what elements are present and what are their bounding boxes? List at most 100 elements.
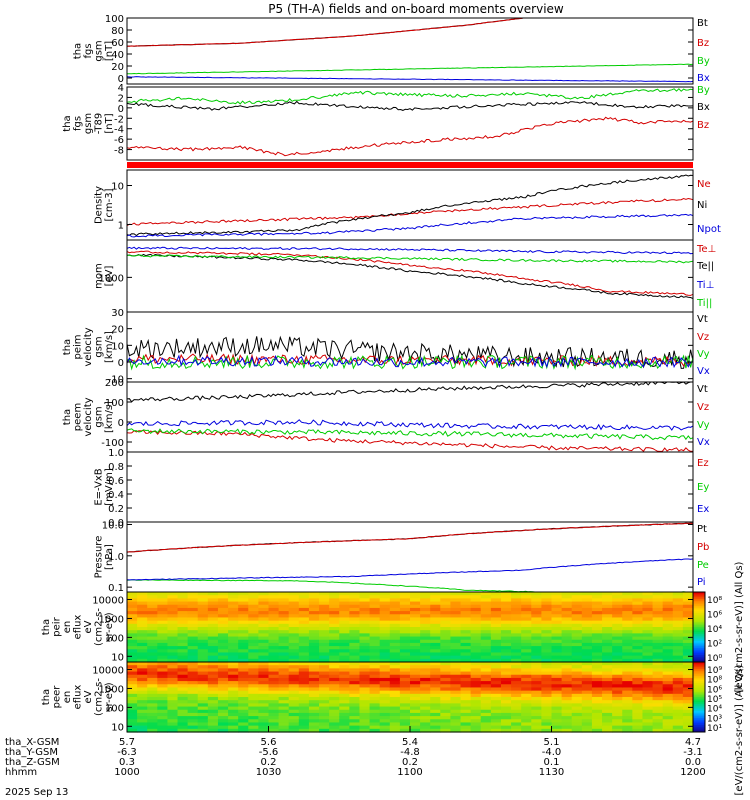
heatmap-cell [217, 630, 229, 634]
heatmap-cell [399, 706, 411, 711]
legend-entry: Ez [697, 458, 709, 469]
heatmap-cell [258, 598, 270, 603]
heatmap-cell [157, 614, 169, 619]
heatmap-cell [228, 655, 239, 660]
heatmap-cell [642, 706, 654, 711]
heatmap-cell [369, 598, 381, 603]
heatmap-cell [531, 712, 542, 717]
heatmap-cell [652, 668, 664, 673]
heatmap-cell [238, 684, 249, 689]
heatmap-cell [450, 604, 462, 609]
heatmap-cell [682, 627, 694, 631]
heatmap-cell [571, 595, 583, 599]
heatmap-cell [622, 716, 633, 720]
heatmap-cell [288, 671, 300, 676]
heatmap-cell [258, 684, 270, 689]
heatmap-cell [157, 668, 169, 673]
heatmap-cell [268, 709, 280, 714]
heatmap-cell [349, 671, 361, 676]
heatmap-cell [369, 595, 381, 599]
heatmap-cell [298, 623, 310, 628]
heatmap-cell [399, 607, 411, 612]
y-tick-label: -2 [114, 114, 124, 125]
heatmap-cell [420, 712, 431, 717]
heatmap-cell [167, 700, 179, 704]
heatmap-cell [319, 617, 330, 622]
heatmap-cell [197, 690, 209, 695]
heatmap-cell [228, 700, 239, 704]
heatmap-cell [228, 668, 239, 673]
heatmap-cell [258, 728, 270, 733]
colorbar-step [693, 616, 705, 619]
heatmap-cell [167, 611, 179, 615]
heatmap-cell [470, 620, 482, 625]
heatmap-cell [147, 627, 158, 631]
heatmap-cell [612, 728, 623, 733]
heatmap-cell [480, 607, 492, 612]
colorbar-step [693, 711, 705, 714]
heatmap-cell [147, 687, 158, 692]
series-line-vy [126, 354, 694, 371]
heatmap-cell [511, 668, 522, 673]
heatmap-cell [662, 687, 674, 692]
colorbar-step [693, 698, 705, 701]
heatmap-cell [571, 709, 583, 714]
heatmap-cell [319, 712, 330, 717]
heatmap-cell [319, 636, 330, 641]
heatmap-cell [531, 617, 542, 622]
heatmap-cell [622, 623, 633, 628]
heatmap-cell [308, 658, 320, 663]
heatmap-cell [551, 620, 563, 625]
heatmap-cell [430, 665, 441, 669]
heatmap-cell [288, 611, 300, 615]
heatmap-cell [288, 639, 300, 644]
heatmap-cell [308, 677, 320, 682]
heatmap-cell [147, 652, 158, 657]
heatmap-cell [288, 595, 300, 599]
heatmap-cell [612, 646, 623, 650]
heatmap-cell [430, 722, 441, 727]
heatmap-cell [470, 712, 482, 717]
heatmap-cell [258, 639, 270, 644]
y-tick-label: 10 [111, 722, 124, 733]
heatmap-cell [602, 598, 613, 603]
colorbar-tick-label: 10² [707, 640, 722, 650]
heatmap-cell [480, 728, 492, 733]
heatmap-cell [369, 620, 381, 625]
heatmap-cell [167, 614, 179, 619]
y-axis-label: eV [83, 620, 94, 633]
heatmap-cell [470, 687, 482, 692]
heatmap-cell [167, 623, 179, 628]
heatmap-cell [167, 687, 179, 692]
heatmap-cell [410, 690, 421, 695]
heatmap-cell [258, 719, 270, 724]
heatmap-cell [308, 662, 320, 666]
heatmap-cell [339, 687, 350, 692]
heatmap-cell [531, 690, 542, 695]
heatmap-cell [410, 693, 421, 698]
y-tick-label: 1.0 [108, 448, 124, 459]
heatmap-cell [329, 662, 340, 666]
heatmap-cell [359, 627, 371, 631]
heatmap-cell [379, 655, 391, 660]
heatmap-cell [591, 681, 603, 685]
heatmap-cell [521, 649, 532, 654]
heatmap-cell [329, 697, 340, 701]
colorbar-step [693, 679, 705, 682]
heatmap-cell [541, 658, 553, 663]
heatmap-cell [339, 595, 350, 599]
heatmap-cell [187, 687, 199, 692]
heatmap-cell [490, 639, 502, 644]
heatmap-cell [217, 703, 229, 708]
heatmap-cell [672, 598, 684, 603]
heatmap-cell [157, 642, 169, 647]
heatmap-cell [591, 668, 603, 673]
heatmap-cell [137, 706, 148, 711]
heatmap-cell [682, 674, 694, 679]
heatmap-cell [207, 665, 219, 669]
heatmap-cell [177, 677, 189, 682]
heatmap-cell [349, 652, 361, 657]
heatmap-cell [167, 639, 179, 644]
colorbar-tick-label: 10⁸ [707, 676, 722, 686]
heatmap-cell [591, 671, 603, 676]
